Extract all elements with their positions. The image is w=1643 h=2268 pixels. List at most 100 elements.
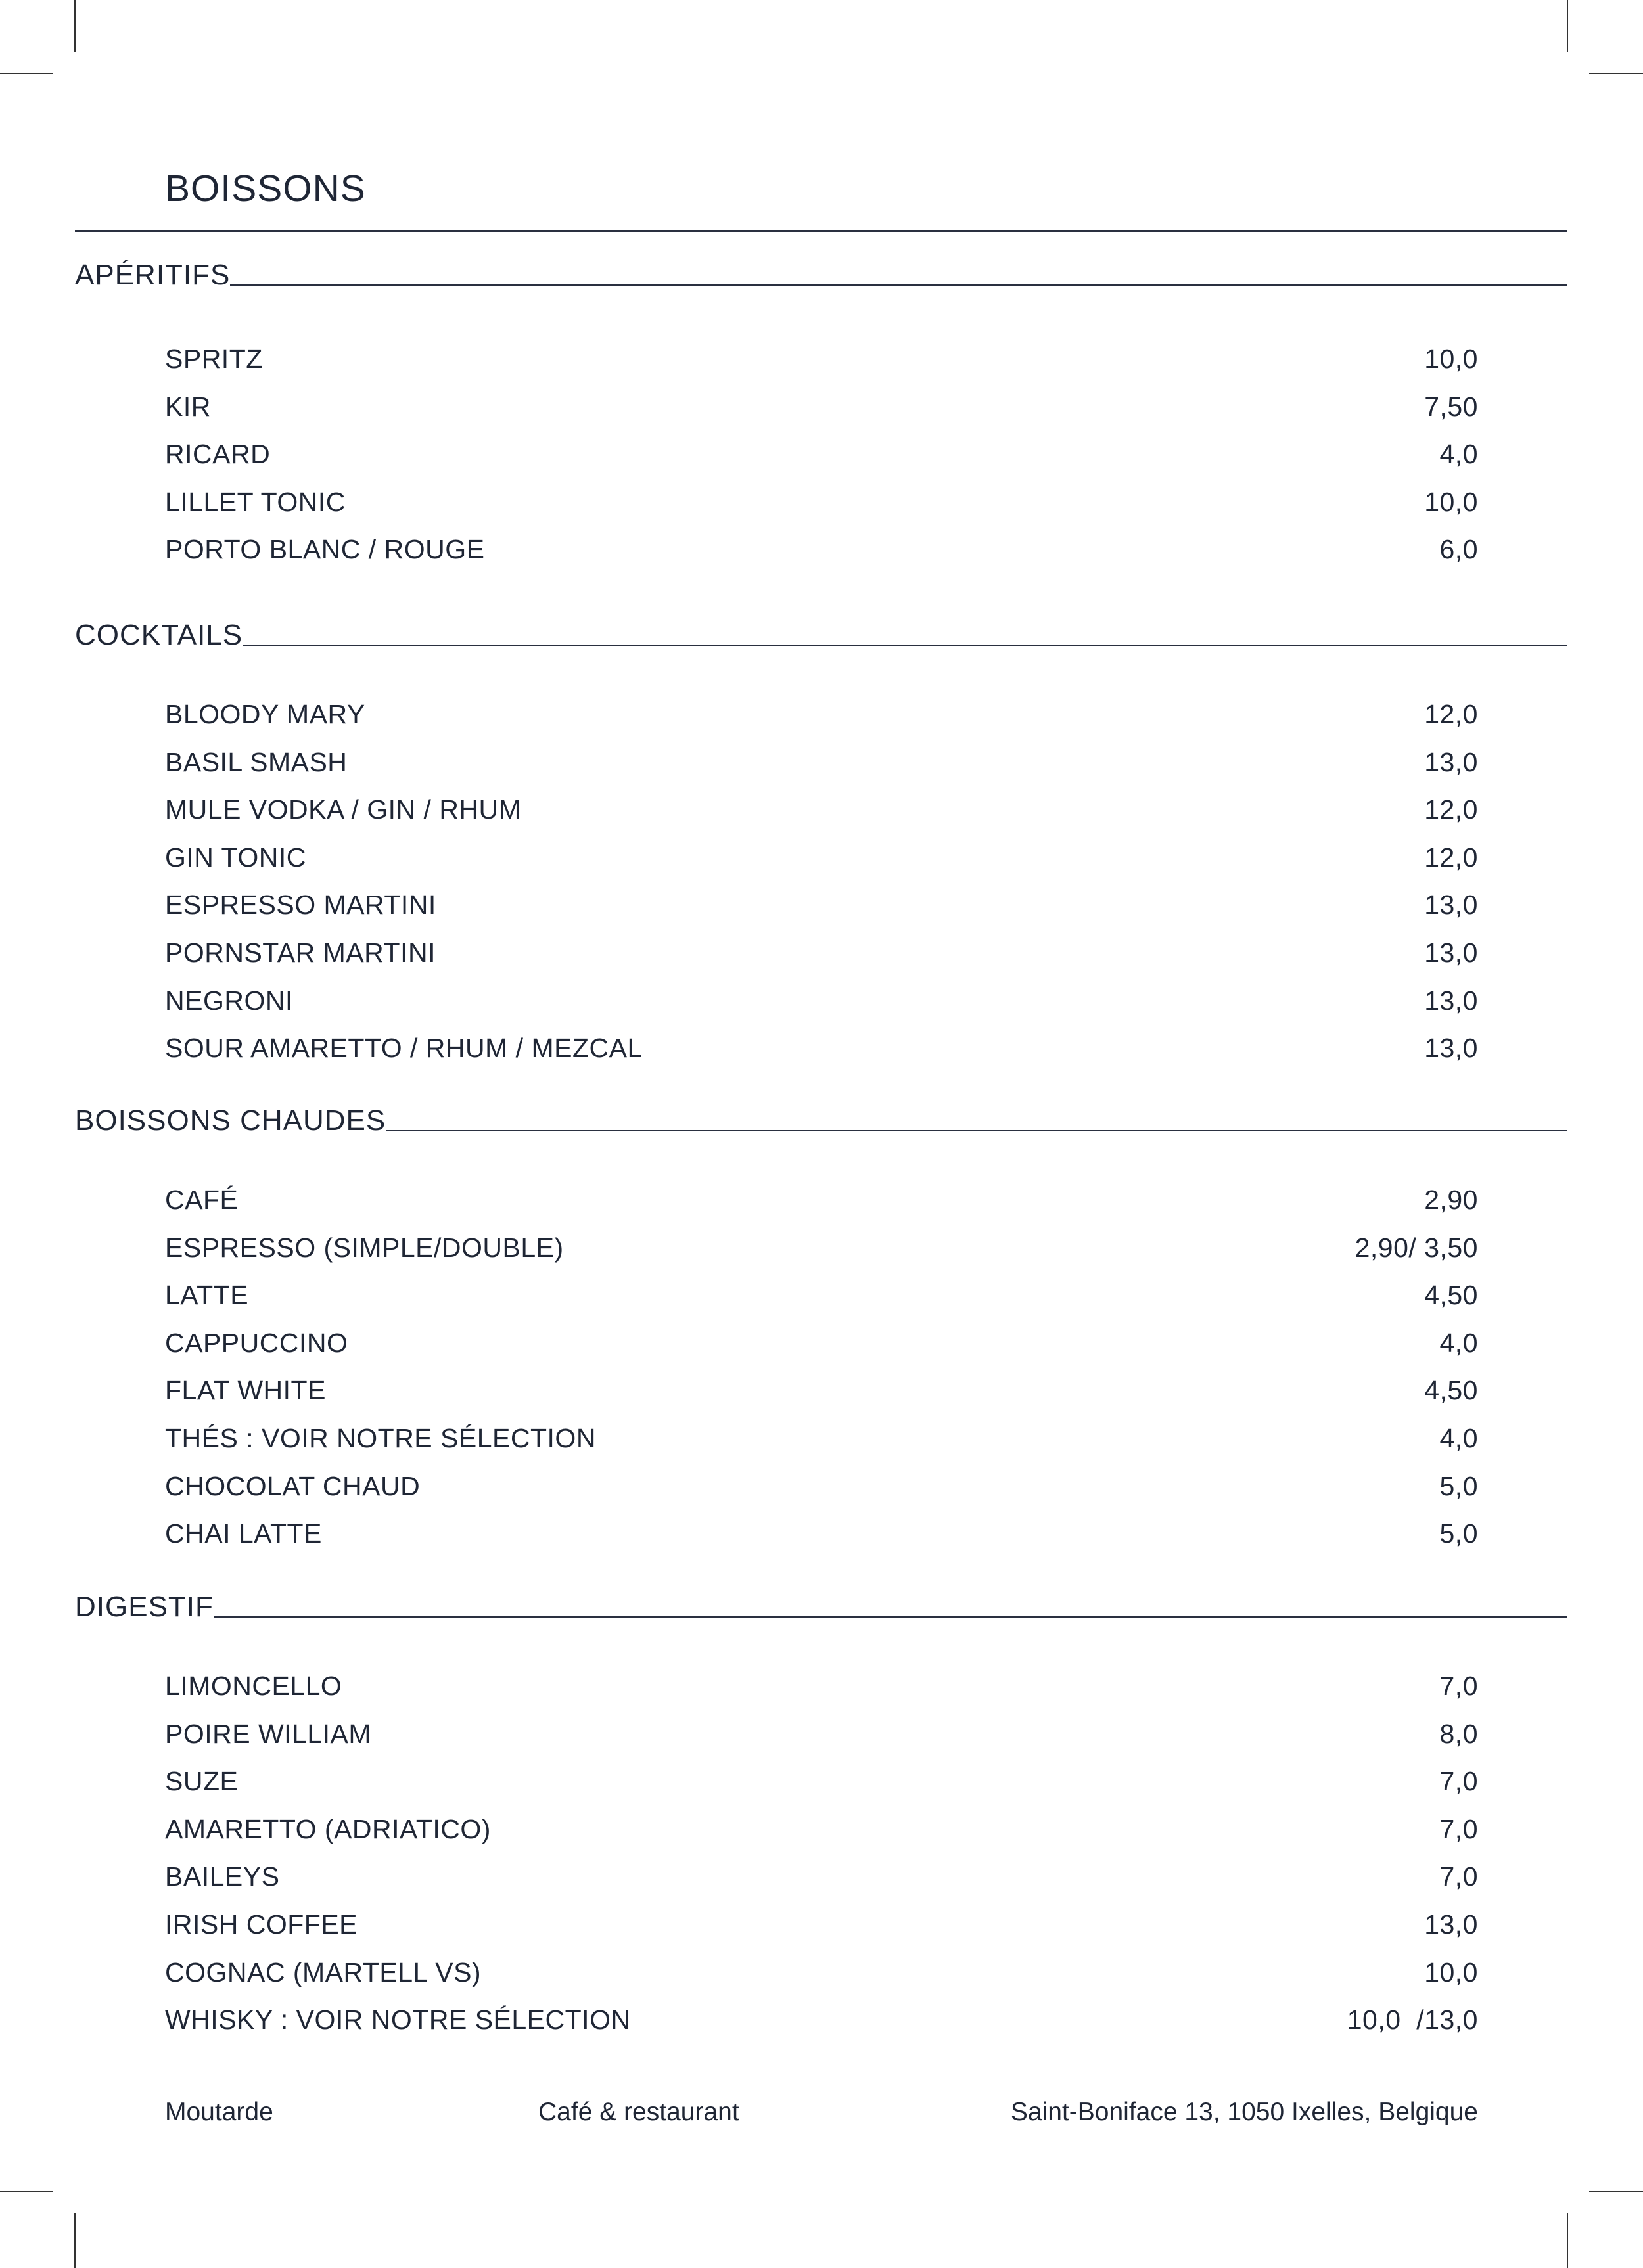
- crop-mark: [74, 2213, 76, 2268]
- item-price: 10,0: [1424, 344, 1478, 374]
- menu-item: RICARD 4,0: [165, 438, 1478, 486]
- item-price: 2,90: [1424, 1185, 1478, 1215]
- crop-mark: [0, 73, 53, 74]
- page-title: BOISSONS: [165, 168, 366, 210]
- item-name: CAFÉ: [165, 1185, 239, 1215]
- item-name: BAILEYS: [165, 1861, 280, 1892]
- item-name: POIRE WILLIAM: [165, 1718, 372, 1749]
- item-price: 10,0: [1424, 1957, 1478, 1987]
- item-name: RICARD: [165, 439, 271, 470]
- item-price: 13,0: [1424, 890, 1478, 920]
- menu-section: DIGESTIF LIMONCELLO 7,0 POIRE WILLIAM 8,0 SUZ…: [75, 1593, 1567, 2035]
- menu-item: CAPPUCCINO 4,0: [165, 1327, 1478, 1374]
- item-price: 7,0: [1439, 1766, 1478, 1797]
- menu-item: LIMONCELLO 7,0: [165, 1669, 1478, 1717]
- section-header: COCKTAILS: [75, 617, 1567, 650]
- menu-item: FLAT WHITE 4,50: [165, 1374, 1478, 1422]
- menu-item: GIN TONIC 12,0: [165, 841, 1478, 889]
- item-name: PORTO BLANC / ROUGE: [165, 534, 485, 565]
- item-price: 4,0: [1439, 1422, 1478, 1453]
- menu-item: SUZE 7,0: [165, 1765, 1478, 1813]
- menu-item: SPRITZ 10,0: [165, 342, 1478, 390]
- item-name: PORNSTAR MARTINI: [165, 937, 436, 968]
- item-name: SOUR AMARETTO / RHUM / MEZCAL: [165, 1033, 643, 1064]
- item-name: ESPRESSO (SIMPLE/DOUBLE): [165, 1232, 564, 1263]
- menu-item: ESPRESSO (SIMPLE/DOUBLE) 2,90/ 3,50: [165, 1231, 1478, 1279]
- item-price: 12,0: [1424, 842, 1478, 873]
- item-price: 4,50: [1424, 1280, 1478, 1311]
- menu-item: MULE VODKA / GIN / RHUM 12,0: [165, 793, 1478, 841]
- footer-address: Saint-Boniface 13, 1050 Ixelles, Belgiqu…: [1010, 2098, 1478, 2126]
- item-name: WHISKY : VOIR NOTRE SÉLECTION: [165, 2005, 631, 2035]
- item-price: 12,0: [1424, 699, 1478, 729]
- item-price: 12,0: [1424, 794, 1478, 825]
- menu-item: IRISH COFFEE 13,0: [165, 1908, 1478, 1956]
- crop-mark: [1567, 0, 1568, 52]
- item-name: BLOODY MARY: [165, 699, 365, 729]
- section-header: APÉRITIFS: [75, 257, 1567, 290]
- section-heading: COCKTAILS: [75, 619, 243, 651]
- menu-item: BLOODY MARY 12,0: [165, 698, 1478, 746]
- item-name: FLAT WHITE: [165, 1375, 326, 1406]
- item-price: 13,0: [1424, 746, 1478, 777]
- item-name: CHOCOLAT CHAUD: [165, 1470, 421, 1501]
- menu-item: THÉS : VOIR NOTRE SÉLECTION 4,0: [165, 1422, 1478, 1470]
- item-name: LILLET TONIC: [165, 486, 346, 517]
- menu-item: PORTO BLANC / ROUGE 6,0: [165, 533, 1478, 581]
- section-header: DIGESTIF: [75, 1589, 1567, 1622]
- item-price: 13,0: [1424, 985, 1478, 1016]
- item-name: LATTE: [165, 1280, 249, 1311]
- item-price: 4,50: [1424, 1375, 1478, 1406]
- menu-item: CHOCOLAT CHAUD 5,0: [165, 1470, 1478, 1518]
- item-price: 7,50: [1424, 391, 1478, 422]
- crop-mark: [1589, 73, 1643, 74]
- item-name: MULE VODKA / GIN / RHUM: [165, 794, 522, 825]
- item-name: LIMONCELLO: [165, 1671, 342, 1701]
- item-price: 7,0: [1439, 1861, 1478, 1892]
- menu-item: KIR 7,50: [165, 390, 1478, 438]
- item-name: CAPPUCCINO: [165, 1327, 348, 1358]
- menu-item: SOUR AMARETTO / RHUM / MEZCAL 13,0: [165, 1032, 1478, 1079]
- item-name: NEGRONI: [165, 985, 293, 1016]
- item-price: 4,0: [1439, 439, 1478, 470]
- footer: Moutarde Café & restaurant Saint-Bonifac…: [165, 2096, 1478, 2129]
- item-list: CAFÉ 2,90 ESPRESSO (SIMPLE/DOUBLE) 2,90/ 3,…: [165, 1183, 1478, 1565]
- menu-item: CAFÉ 2,90: [165, 1183, 1478, 1231]
- item-price: 4,0: [1439, 1327, 1478, 1358]
- item-name: KIR: [165, 391, 211, 422]
- menu-item: ESPRESSO MARTINI 13,0: [165, 888, 1478, 936]
- crop-mark: [74, 0, 76, 52]
- item-name: IRISH COFFEE: [165, 1909, 358, 1939]
- menu-item: BASIL SMASH 13,0: [165, 746, 1478, 794]
- menu-item: BAILEYS 7,0: [165, 1860, 1478, 1908]
- section-header: BOISSONS CHAUDES: [75, 1102, 1567, 1135]
- item-price: 2,90/ 3,50: [1354, 1232, 1478, 1263]
- item-list: LIMONCELLO 7,0 POIRE WILLIAM 8,0 SUZE 7,0 AMAR…: [165, 1669, 1478, 2051]
- item-price: 13,0: [1424, 937, 1478, 968]
- section-underline: [213, 1616, 1567, 1618]
- divider: [75, 230, 1567, 232]
- item-price: 5,0: [1439, 1518, 1478, 1549]
- section-underline: [230, 284, 1567, 286]
- item-name: SUZE: [165, 1766, 239, 1797]
- menu-item: CHAI LATTE 5,0: [165, 1517, 1478, 1565]
- crop-mark: [1589, 2191, 1643, 2192]
- menu-item: LILLET TONIC 10,0: [165, 486, 1478, 533]
- section-heading: DIGESTIF: [75, 1591, 214, 1623]
- item-name: COGNAC (MARTELL VS): [165, 1957, 482, 1987]
- item-price: 5,0: [1439, 1470, 1478, 1501]
- item-price: 7,0: [1439, 1671, 1478, 1701]
- item-name: AMARETTO (ADRIATICO): [165, 1813, 491, 1844]
- footer-restaurant-type: Café & restaurant: [538, 2098, 739, 2126]
- item-name: GIN TONIC: [165, 842, 306, 873]
- item-price: 13,0: [1424, 1909, 1478, 1939]
- item-list: SPRITZ 10,0 KIR 7,50 RICARD 4,0 LILLET TONIC 10…: [165, 342, 1478, 581]
- item-price: 8,0: [1439, 1718, 1478, 1749]
- section-underline: [243, 645, 1567, 646]
- item-name: CHAI LATTE: [165, 1518, 322, 1549]
- menu-item: WHISKY : VOIR NOTRE SÉLECTION 10,0 /13,0: [165, 2003, 1478, 2051]
- item-price: 13,0: [1424, 1033, 1478, 1064]
- item-price: 10,0 /13,0: [1347, 2005, 1478, 2035]
- crop-mark: [0, 2191, 53, 2192]
- menu-section: COCKTAILS BLOODY MARY 12,0 BASIL SMASH 13,0 M…: [75, 621, 1567, 1063]
